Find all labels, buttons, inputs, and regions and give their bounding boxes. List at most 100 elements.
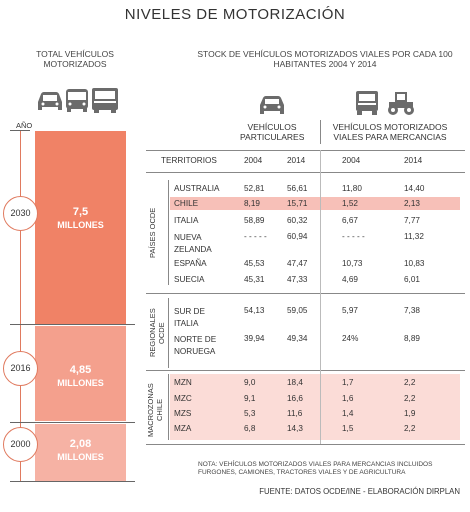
row-value: 2,13 (404, 199, 420, 208)
group-label-regionales-ocde: REGIONALES OCDE (148, 308, 166, 358)
row-name: SUECIA (174, 275, 205, 284)
col-header-2014-a: 2014 (287, 156, 306, 165)
row-value: 1,6 (342, 394, 354, 403)
bar-2016-unit: MILLONES (57, 378, 104, 388)
col-separator (320, 150, 321, 444)
row-value: 9,0 (244, 378, 256, 387)
macrozonas-band (170, 374, 460, 440)
table-bottom-line (146, 444, 465, 445)
year-axis-label: AÑO (16, 121, 33, 130)
group-divider-1 (146, 293, 465, 294)
row-name: ESPAÑA (174, 259, 207, 268)
row-value: 14,3 (287, 424, 303, 433)
row-value: 47,33 (287, 275, 308, 284)
row-value: 9,1 (244, 394, 256, 403)
row-value: 8,89 (404, 334, 420, 343)
row-value: 7,77 (404, 216, 420, 225)
col-header-2004-b: 2004 (342, 156, 361, 165)
year-marker-2016: 2016 (3, 351, 38, 386)
row-value: 56,61 (287, 184, 308, 193)
row-value: 4,69 (342, 275, 358, 284)
group-bracket-regionales (168, 298, 169, 368)
row-value: 1,9 (404, 409, 416, 418)
row-value: 5,97 (342, 306, 358, 315)
header-vehiculos-mercancias: VEHÍCULOS MOTORIZADOS VIALES PARA MERCAN… (332, 122, 448, 142)
bar-2000-value: 2,08 (69, 438, 92, 450)
row-value: 10,73 (342, 259, 363, 268)
row-value: 24% (342, 334, 359, 343)
col-header-territorios: TERRITORIOS (161, 156, 217, 165)
year-marker-2030: 2030 (3, 196, 38, 231)
row-value: 6,01 (404, 275, 420, 284)
left-panel-title: TOTAL VEHÍCULOS MOTORIZADOS (36, 49, 114, 69)
year-axis-top-line (10, 130, 30, 131)
bar-2000: 2,08 MILLONES (35, 424, 126, 481)
bar-2030: 7,5 MILLONES (35, 131, 126, 324)
row-value: 5,3 (244, 409, 256, 418)
row-name: CHILE (174, 199, 199, 208)
car-icon (38, 92, 62, 110)
row-value: - - - - - (244, 232, 267, 241)
year-axis-line (20, 131, 21, 481)
row-value: 1,4 (342, 409, 354, 418)
row-name: NUEVA ZELANDA (174, 233, 212, 254)
row-name: MZS (174, 409, 192, 418)
page-title: NIVELES DE MOTORIZACIÓN (124, 6, 346, 23)
source-credit: FUENTE: DATOS OCDE/INE - ELABORACIÓN DIR… (259, 487, 460, 496)
right-panel-title: STOCK DE VEHÍCULOS MOTORIZADOS VIALES PO… (197, 49, 453, 69)
col-header-2004-a: 2004 (244, 156, 263, 165)
row-value: 49,34 (287, 334, 308, 343)
bar-2016: 4,85 MILLONES (35, 326, 126, 421)
row-value: 2,2 (404, 378, 416, 387)
row-name: ITALIA (174, 216, 199, 225)
row-value: 18,4 (287, 378, 303, 387)
row-value: 58,89 (244, 216, 265, 225)
row-value: 11,6 (287, 409, 303, 418)
bar-2000-unit: MILLONES (57, 452, 104, 462)
row-value: 45,31 (244, 275, 265, 284)
row-value: 60,32 (287, 216, 308, 225)
group-bracket-paises (168, 180, 169, 285)
bar-2016-tick (10, 422, 135, 423)
row-value: 2,2 (404, 424, 416, 433)
header-bottom-line (146, 172, 465, 173)
group-label-paises-ocde: PAÍSES OCDE (148, 207, 157, 258)
row-value: 6,8 (244, 424, 256, 433)
tractor-icon (386, 90, 416, 121)
row-value: 47,47 (287, 259, 308, 268)
left-vehicle-icons (36, 86, 126, 114)
row-value: 45,53 (244, 259, 265, 268)
row-name: MZN (174, 378, 192, 387)
truck-icon (92, 88, 118, 113)
bus-icon (66, 89, 88, 112)
row-value: 8,19 (244, 199, 260, 208)
chile-row-highlight (170, 197, 460, 210)
bar-2030-tick (10, 324, 135, 325)
truck-icon (354, 90, 380, 121)
row-value: - - - - - (342, 232, 365, 241)
bar-2030-unit: MILLONES (57, 220, 104, 230)
row-name: MZA (174, 424, 192, 433)
row-value: 7,38 (404, 306, 420, 315)
row-value: 10,83 (404, 259, 425, 268)
row-value: 6,67 (342, 216, 358, 225)
row-value: 2,2 (404, 394, 416, 403)
footnote: NOTA: VEHÍCULOS MOTORIZADOS VIALES PARA … (198, 461, 433, 476)
bar-2030-value: 7,5 (72, 206, 89, 218)
year-marker-2000: 2000 (3, 427, 38, 462)
row-value: 1,5 (342, 424, 354, 433)
row-value: 39,94 (244, 334, 265, 343)
bar-2016-value: 4,85 (69, 364, 92, 376)
row-name: AUSTRALIA (174, 184, 220, 193)
row-value: 54,13 (244, 306, 265, 315)
row-name: NORTE DE NORUEGA (174, 335, 217, 356)
row-value: 14,40 (404, 184, 425, 193)
table-top-line (146, 150, 465, 151)
row-value: 11,80 (342, 184, 362, 193)
header-vehiculos-particulares: VEHÍCULOS PARTICULARES (240, 122, 305, 142)
bar-2000-tick (10, 481, 135, 482)
row-value: 60,94 (287, 232, 308, 241)
row-value: 16,6 (287, 394, 303, 403)
col-header-2014-b: 2014 (404, 156, 423, 165)
row-value: 52,81 (244, 184, 265, 193)
